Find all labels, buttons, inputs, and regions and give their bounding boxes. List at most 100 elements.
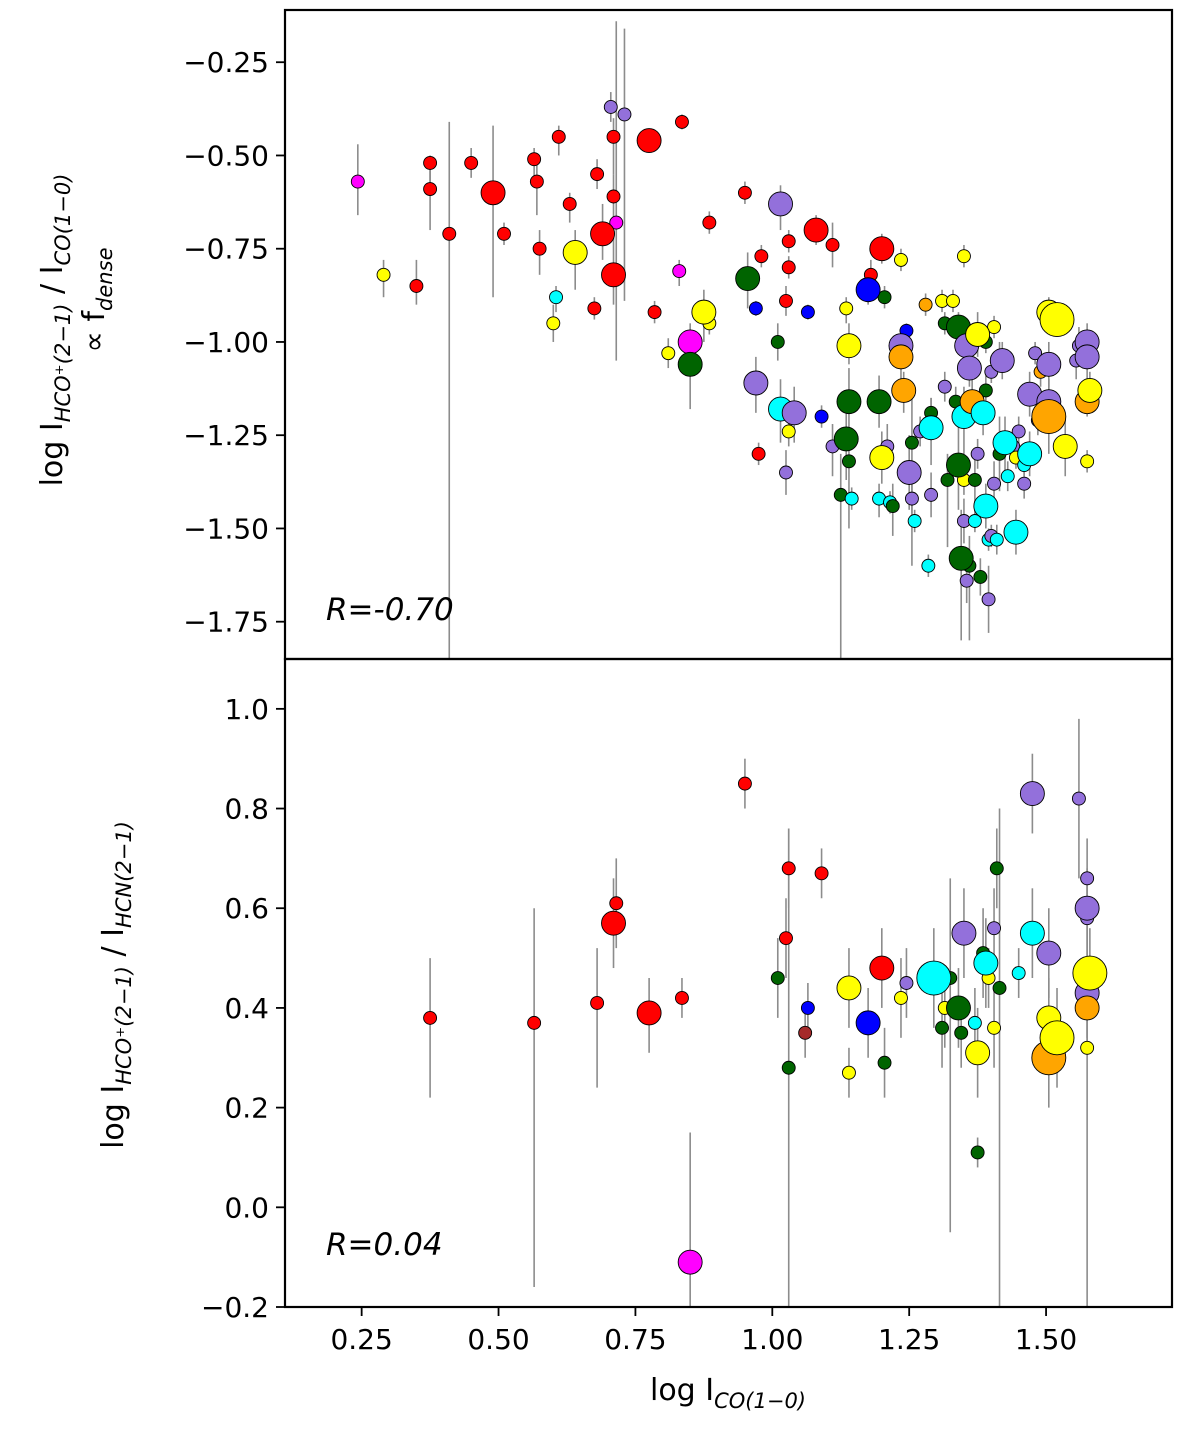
bot-data-point [423, 1010, 438, 1025]
top-data-point [992, 430, 1018, 456]
bot-data-point [1074, 895, 1100, 921]
bot-data-point [894, 991, 908, 1005]
top-data-point [735, 266, 761, 292]
top-data-point [814, 409, 829, 424]
top-data-point [1077, 377, 1103, 403]
top-data-point [967, 514, 982, 528]
top-data-point [842, 454, 856, 469]
bot-data-point [951, 920, 977, 946]
bot-data-point [967, 1015, 982, 1030]
top-data-point [423, 155, 438, 170]
top-data-point [754, 249, 769, 264]
top-data-point [590, 167, 605, 182]
top-data-point [350, 174, 365, 189]
top-data-point [480, 180, 506, 206]
top-data-point [855, 277, 881, 303]
bot-data-point [987, 1020, 1002, 1035]
top-data-point [894, 252, 908, 267]
top-data-point [1011, 424, 1026, 439]
top-data-point [529, 174, 544, 189]
top-data-point [833, 426, 859, 452]
top-data-point [464, 155, 479, 170]
bot-data-point [590, 995, 605, 1010]
bot-data-point [935, 1020, 949, 1035]
top-data-point [781, 424, 796, 439]
bottom-x-ticks: 0.25 0.50 0.75 1.00 1.25 1.50 [330, 1307, 1077, 1356]
bot-data-point [781, 1060, 796, 1075]
top-data-point [973, 493, 999, 519]
bot-data-point [1071, 791, 1086, 806]
top-y-tick-label: −1.50 [183, 512, 269, 545]
bot-data-point [842, 1065, 856, 1080]
top-data-point [1000, 469, 1015, 484]
x-tick-label: 1.25 [878, 1323, 940, 1356]
bot-data-point [1080, 871, 1095, 886]
bot-data-point [601, 910, 626, 936]
top-data-point [1074, 344, 1100, 370]
top-data-point [781, 400, 807, 426]
top-data-point [677, 329, 703, 355]
top-data-point [956, 355, 982, 381]
top-data-point [989, 348, 1015, 374]
top-data-point [751, 446, 766, 461]
bot-data-point [1036, 940, 1062, 966]
bot-data-point [987, 921, 1002, 936]
top-data-point [779, 293, 793, 308]
top-data-point [546, 316, 561, 331]
bot-data-point [989, 861, 1004, 876]
top-data-point [532, 241, 547, 256]
top-data-point [587, 301, 602, 316]
top-points [350, 100, 1103, 607]
top-data-point [409, 279, 424, 293]
top-data-point [946, 452, 971, 478]
x-tick-label: 1.50 [1015, 1323, 1077, 1356]
top-data-point [442, 226, 457, 241]
x-tick-label: 0.75 [604, 1323, 666, 1356]
top-data-point [978, 383, 993, 398]
top-data-point [779, 465, 793, 480]
top-data-point [987, 476, 1002, 491]
bot-data-point [973, 950, 999, 976]
bot-data-point [779, 931, 793, 946]
top-data-point [748, 301, 763, 316]
top-data-point [606, 189, 621, 204]
top-data-point [825, 238, 840, 252]
top-data-point [959, 573, 974, 588]
top-y-tick-label: −1.75 [183, 606, 269, 639]
top-data-point [918, 415, 944, 441]
top-data-point [956, 249, 971, 264]
x-tick-label: 0.50 [467, 1323, 529, 1356]
bot-data-point [636, 1000, 662, 1026]
top-data-point [989, 532, 1004, 547]
top-data-point [423, 182, 438, 196]
bot-data-point [800, 1000, 815, 1015]
top-data-point [781, 234, 796, 249]
bot-data-point [737, 776, 752, 791]
bot-data-point [855, 1010, 881, 1036]
bot-data-point [869, 955, 895, 981]
top-data-point [924, 487, 939, 502]
bottom-y-ticks: 1.0 0.8 0.6 0.4 0.2 0.0 −0.2 [201, 693, 285, 1324]
top-data-point [973, 569, 988, 584]
top-data-point [1017, 441, 1043, 467]
top-data-point [1036, 351, 1062, 377]
top-data-point [970, 446, 985, 461]
bot-data-point [877, 1055, 892, 1070]
top-data-point [921, 558, 936, 573]
bot-y-tick-label: 0.0 [224, 1191, 269, 1224]
top-data-point [844, 491, 859, 506]
bot-y-tick-label: −0.2 [201, 1291, 269, 1324]
top-data-point [661, 346, 676, 361]
top-data-point [562, 239, 588, 265]
bot-data-point [1019, 781, 1045, 807]
top-data-point [1017, 476, 1032, 491]
top-data-point [672, 264, 687, 279]
top-y-axis-label: log IHCO⁺(2−1) / ICO(1−0) [35, 174, 75, 487]
top-data-point [800, 305, 815, 320]
top-data-point [888, 344, 914, 370]
top-data-point [965, 322, 991, 347]
bot-data-point [609, 896, 624, 911]
top-data-point [562, 197, 577, 211]
bot-data-point [946, 995, 971, 1021]
